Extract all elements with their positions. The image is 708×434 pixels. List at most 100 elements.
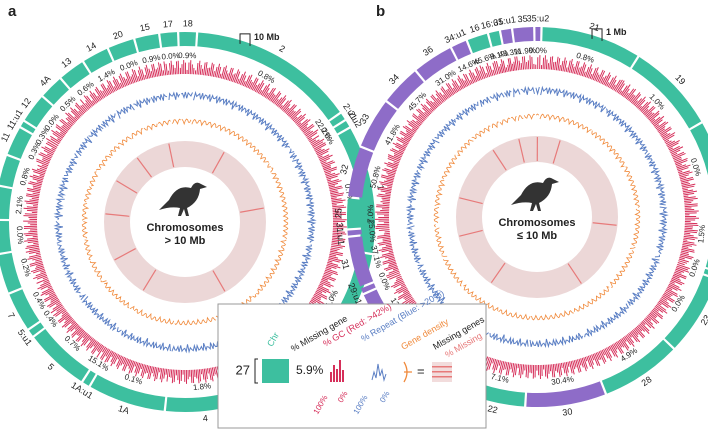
legend: 27 Chr 5.9% % Missing gene % GC (Red: >4… (217, 288, 487, 429)
missing-percent: 2.1% (14, 196, 25, 215)
repeat-track (540, 85, 607, 113)
chromosome-band (690, 123, 708, 176)
chromosome-label: 12 (19, 96, 33, 110)
gc-track (100, 75, 125, 97)
gc-track (540, 55, 623, 92)
density-track (629, 247, 636, 249)
missing-tick (136, 157, 153, 178)
chromosome-label: 20 (112, 29, 125, 42)
chromosome-label: 18 (183, 18, 193, 28)
chromosome-band (387, 71, 424, 109)
repeat-track (535, 86, 540, 96)
missing-percent: 0.9% (178, 51, 196, 60)
chromosome-band (601, 339, 674, 394)
legend-equals: = (417, 363, 425, 378)
repeat-track (74, 153, 79, 158)
chromosome-band (705, 258, 708, 268)
gc-track (535, 55, 541, 70)
density-track (523, 113, 536, 120)
chromosome-band (360, 283, 376, 294)
density-track (267, 163, 271, 168)
missing-percent: 0.0% (161, 51, 180, 62)
density-track (143, 123, 158, 131)
density-track (443, 259, 463, 287)
missing-percent: 11.9% (514, 46, 537, 57)
chromosome-band (631, 56, 702, 129)
repeat-track (417, 264, 425, 270)
missing-percent: 1.8% (192, 381, 211, 392)
chromosome-label: 31:u1 (334, 222, 346, 245)
gc-track (119, 66, 146, 87)
repeat-track (626, 258, 661, 306)
missing-percent: 0.0% (670, 293, 687, 313)
gc-track (665, 139, 698, 204)
repeat-track (79, 294, 87, 301)
repeat-track (418, 269, 446, 305)
missing-percent: 43.3% (498, 47, 522, 60)
gc-track (310, 138, 325, 149)
chromosome-band (489, 30, 502, 47)
missing-tick (212, 270, 226, 292)
chromosome-label: 33 (358, 112, 372, 126)
repeat-track (408, 230, 421, 264)
legend-bracket (254, 358, 258, 384)
missing-tick (459, 229, 483, 237)
chromosome-band (20, 121, 36, 134)
chromosome-band (90, 374, 166, 411)
density-track (463, 284, 499, 311)
missing-percent: 0.0% (687, 258, 701, 278)
repeat-track (133, 97, 151, 108)
density-track (100, 280, 107, 283)
density-track (133, 308, 175, 325)
repeat-track (171, 340, 224, 354)
chromosome-label: 22 (487, 403, 499, 415)
chromosome-band (535, 27, 541, 42)
bird-icon (511, 177, 559, 211)
chromosome-label: 31 (339, 258, 351, 270)
chromosome-band (34, 329, 89, 382)
chromosome-label: 34 (387, 72, 401, 86)
missing-percent: 7.1% (490, 372, 510, 385)
gc-track (677, 260, 690, 270)
legend-chr-example: 27 (236, 362, 250, 377)
chromosome-band (526, 381, 605, 407)
density-track (158, 119, 171, 127)
chromosome-band (703, 268, 708, 275)
chromosome-label: 21 (588, 21, 600, 33)
chromosome-band (348, 236, 374, 287)
chromosome-band (452, 40, 471, 60)
legend-gc-bars (330, 360, 344, 382)
repeat-track (180, 91, 193, 100)
gc-track (163, 60, 180, 76)
scale-bracket (591, 28, 603, 41)
missing-tick (567, 263, 582, 284)
density-track (535, 113, 540, 116)
density-track (174, 316, 217, 326)
legend-chr-swatch (262, 359, 289, 383)
gc-track (23, 192, 40, 220)
density-track (457, 139, 474, 157)
legend-density-line (403, 361, 412, 383)
missing-tick (142, 269, 157, 291)
gc-track (376, 157, 400, 202)
chromosome-label: 17 (162, 19, 173, 30)
chromosome-band (29, 322, 45, 336)
gc-track (57, 311, 105, 358)
gc-track (79, 86, 106, 110)
center-label: > 10 Mb (165, 235, 206, 247)
gc-track (435, 73, 470, 103)
gc-track (479, 60, 499, 80)
density-track (623, 166, 641, 208)
missing-percent: 4.9% (619, 346, 639, 364)
chromosome-label: 15 (139, 22, 151, 34)
density-track (510, 115, 517, 122)
panel-letter: b (376, 3, 385, 20)
repeat-track (57, 177, 69, 198)
missing-tick (168, 143, 175, 168)
density-track (539, 113, 592, 134)
density-track (95, 168, 101, 171)
repeat-track (57, 244, 71, 270)
gc-track (387, 272, 402, 280)
chromosome-band (197, 32, 340, 120)
chromosome-band (84, 48, 113, 73)
